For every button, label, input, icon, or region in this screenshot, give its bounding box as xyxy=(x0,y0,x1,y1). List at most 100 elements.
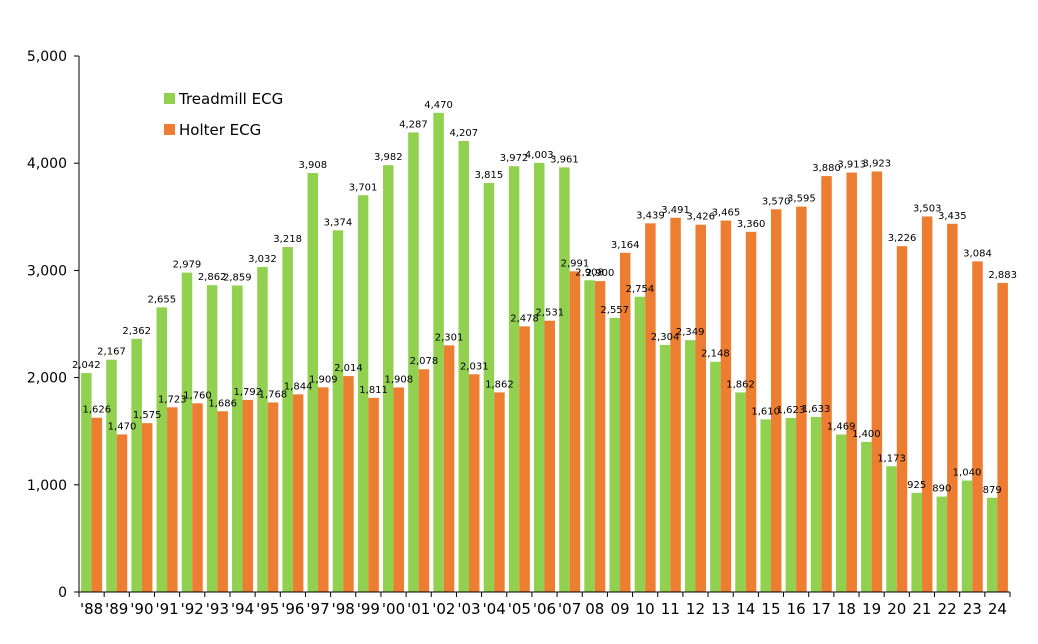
holter-data-label: 3,360 xyxy=(737,219,766,230)
treadmill-data-label: 1,862 xyxy=(726,379,755,390)
treadmill-bar xyxy=(408,132,419,592)
x-axis: '88'89'90'91'92'93'94'95'96'97'98'99'00 '… xyxy=(78,591,1011,618)
treadmill-bar xyxy=(684,340,696,592)
holter-bar xyxy=(896,246,908,593)
treadmill-bar xyxy=(383,165,394,593)
treadmill-data-label: 2,908 xyxy=(575,267,604,278)
holter-data-label: 3,226 xyxy=(888,233,917,244)
x-tick-label: '04 xyxy=(483,600,506,618)
treadmill-data-label: 4,470 xyxy=(424,100,453,111)
treadmill-data-label: 2,042 xyxy=(72,360,101,371)
bars-group xyxy=(81,112,1008,593)
x-tick-label: '00 xyxy=(382,600,405,618)
treadmill-bar xyxy=(483,183,495,593)
legend-swatch xyxy=(164,93,175,104)
holter-data-label: 3,084 xyxy=(963,248,992,259)
x-tick-label: '94 xyxy=(231,600,254,618)
treadmill-bar xyxy=(81,373,92,592)
treadmill-bar xyxy=(609,317,620,592)
x-tick-label: '92 xyxy=(181,600,204,618)
x-tick-label: 18 xyxy=(837,600,856,618)
y-tick-label: 2,000 xyxy=(27,371,67,387)
y-tick-label: 1,000 xyxy=(27,478,67,494)
treadmill-data-label: 2,304 xyxy=(651,332,680,343)
holter-bar xyxy=(167,407,178,592)
holter-bar xyxy=(267,402,279,592)
holter-data-label: 1,844 xyxy=(284,381,313,392)
holter-data-label: 2,991 xyxy=(561,258,590,269)
holter-bar xyxy=(745,231,757,593)
holter-bar xyxy=(871,171,883,592)
x-tick-label: 08 xyxy=(585,600,604,618)
treadmill-bar xyxy=(357,195,369,592)
x-tick-label: 22 xyxy=(938,600,957,618)
treadmill-data-label: 3,374 xyxy=(324,217,353,228)
treadmill-data-label: 1,400 xyxy=(852,429,881,440)
x-tick-label: 17 xyxy=(812,600,831,618)
treadmill-data-label: 1,173 xyxy=(877,453,906,464)
treadmill-data-label: 1,610 xyxy=(751,406,780,417)
treadmill-bar xyxy=(810,416,822,592)
treadmill-bar xyxy=(760,419,771,592)
treadmill-bar xyxy=(508,166,520,592)
holter-bar xyxy=(921,216,933,592)
holter-bar xyxy=(720,220,732,592)
treadmill-bar xyxy=(206,285,218,592)
holter-bar xyxy=(519,326,530,592)
holter-data-label: 1,908 xyxy=(384,374,413,385)
treadmill-data-label: 4,003 xyxy=(525,150,554,161)
holter-data-label: 1,686 xyxy=(208,398,237,409)
holter-data-label: 1,862 xyxy=(485,379,514,390)
x-tick-label: '89 xyxy=(105,600,128,618)
treadmill-data-label: 2,557 xyxy=(600,305,629,316)
x-tick-label: '01 xyxy=(407,600,430,618)
holter-data-label: 3,880 xyxy=(812,163,841,174)
treadmill-data-label: 879 xyxy=(983,485,1002,496)
x-tick-label: '98 xyxy=(332,600,355,618)
treadmill-data-label: 1,633 xyxy=(802,404,831,415)
treadmill-data-label: 2,754 xyxy=(626,284,655,295)
treadmill-data-label: 3,982 xyxy=(374,152,403,163)
holter-data-label: 2,478 xyxy=(510,313,539,324)
holter-data-label: 2,031 xyxy=(460,361,489,372)
treadmill-bar xyxy=(911,492,922,592)
y-tick-label: 4,000 xyxy=(27,156,67,172)
x-tick-label: '02 xyxy=(432,600,455,618)
x-tick-label: 16 xyxy=(787,600,806,618)
holter-bar xyxy=(796,206,807,592)
x-tick-label: 24 xyxy=(988,600,1007,618)
holter-data-label: 3,164 xyxy=(611,240,640,251)
treadmill-bar xyxy=(106,359,117,592)
treadmill-bar xyxy=(861,441,872,592)
treadmill-bar xyxy=(232,285,243,592)
x-tick-label: 12 xyxy=(686,600,705,618)
holter-data-label: 1,626 xyxy=(83,405,112,416)
treadmill-data-label: 1,469 xyxy=(827,422,856,433)
treadmill-data-label: 2,349 xyxy=(676,327,705,338)
treadmill-data-label: 3,961 xyxy=(550,154,579,165)
treadmill-data-label: 1,040 xyxy=(953,468,982,479)
x-tick-label: '91 xyxy=(155,600,178,618)
legend-swatch xyxy=(164,124,175,135)
holter-data-label: 2,531 xyxy=(535,308,564,319)
treadmill-data-label: 3,701 xyxy=(349,182,378,193)
treadmill-bar xyxy=(584,280,595,592)
x-tick-label: 14 xyxy=(736,600,755,618)
x-tick-label: 15 xyxy=(761,600,780,618)
x-tick-label: 20 xyxy=(887,600,906,618)
treadmill-bar xyxy=(659,345,671,592)
holter-bar xyxy=(594,281,606,592)
x-tick-label: '93 xyxy=(206,600,229,618)
holter-bar xyxy=(393,387,405,592)
treadmill-bar xyxy=(886,466,897,592)
holter-bar xyxy=(770,209,782,592)
x-tick-label: '05 xyxy=(508,600,531,618)
holter-bar xyxy=(821,176,832,592)
treadmill-data-label: 2,167 xyxy=(97,347,126,358)
legend: Treadmill ECG Holter ECG xyxy=(164,90,283,139)
treadmill-bar xyxy=(710,361,721,592)
treadmill-data-label: 2,859 xyxy=(223,273,252,284)
holter-data-label: 2,078 xyxy=(410,356,439,367)
holter-data-label: 3,439 xyxy=(636,210,665,221)
